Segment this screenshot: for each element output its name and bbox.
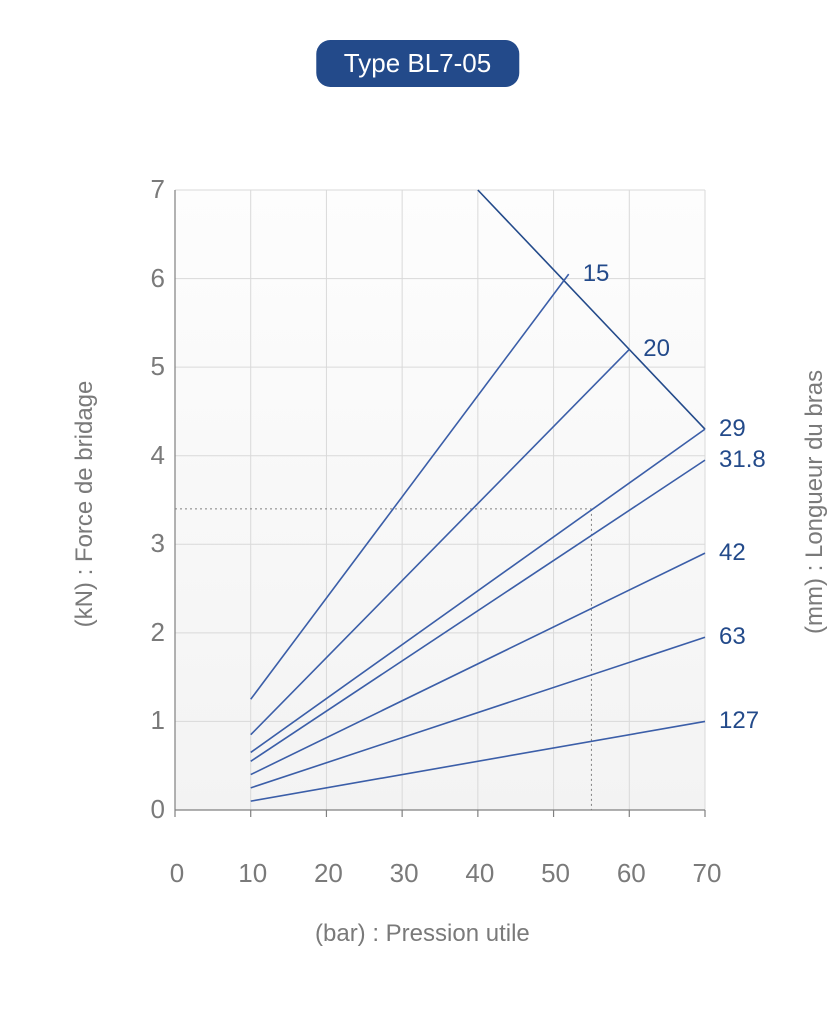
y-tick: 6 (135, 263, 165, 294)
x-tick: 50 (536, 858, 576, 889)
y-tick: 2 (135, 617, 165, 648)
x-tick: 70 (687, 858, 727, 889)
y-axis-label-left: (kN) : Force de bridage (71, 379, 99, 629)
series-label: 42 (719, 539, 746, 567)
y-tick: 5 (135, 351, 165, 382)
x-tick: 60 (611, 858, 651, 889)
x-axis-label: (bar) : Pression utile (315, 920, 530, 948)
series-label: 31.8 (719, 446, 766, 474)
x-tick: 40 (460, 858, 500, 889)
y-tick: 1 (135, 705, 165, 736)
y-tick: 3 (135, 528, 165, 559)
x-tick: 0 (157, 858, 197, 889)
y-axis-label-right: (mm) : Longueur du bras (801, 374, 829, 634)
y-tick: 7 (135, 174, 165, 205)
series-label: 63 (719, 623, 746, 651)
series-label: 127 (719, 707, 759, 735)
x-tick: 30 (384, 858, 424, 889)
series-label: 15 (583, 260, 610, 288)
x-tick: 10 (233, 858, 273, 889)
chart-container: Type BL7-05 (kN) : Force de bridage (mm)… (0, 0, 835, 1024)
x-tick: 20 (308, 858, 348, 889)
series-label: 20 (643, 335, 670, 363)
y-tick: 4 (135, 440, 165, 471)
series-label: 29 (719, 415, 746, 443)
y-tick: 0 (135, 794, 165, 825)
